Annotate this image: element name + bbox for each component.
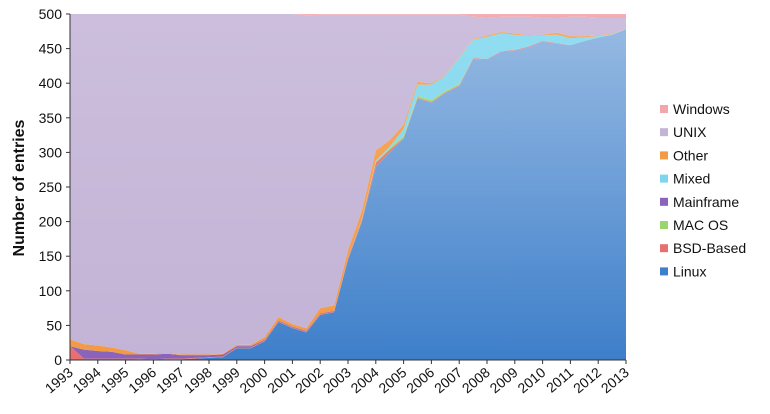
legend-item-mixed: Mixed xyxy=(660,171,710,187)
legend-swatch xyxy=(660,244,668,253)
legend-label: Other xyxy=(673,147,708,163)
area-unix xyxy=(70,14,626,355)
legend-swatch xyxy=(660,151,668,160)
y-tick-labels: 0 50 100 150 200 250 300 350 400 450 500 xyxy=(39,6,63,368)
x-tick-label: 2005 xyxy=(375,364,409,396)
legend-swatch xyxy=(660,221,668,229)
x-tick-label: 2013 xyxy=(598,364,632,396)
legend-label: Windows xyxy=(673,101,730,117)
x-tick-label: 2004 xyxy=(348,364,382,396)
legend-swatch xyxy=(660,105,668,113)
legend-item-linux: Linux xyxy=(660,263,706,279)
x-tick-label: 1998 xyxy=(181,364,215,396)
y-tick-label: 50 xyxy=(46,317,62,333)
x-tick-label: 1994 xyxy=(70,364,104,396)
x-tick-label: 1996 xyxy=(125,364,159,396)
x-tick-label: 1993 xyxy=(42,364,76,396)
legend-swatch xyxy=(660,128,668,137)
legend: Windows UNIX Other Mixed Mainframe MAC OS BSD-… xyxy=(660,101,746,279)
legend-label: Linux xyxy=(673,263,706,279)
x-tick-label: 1995 xyxy=(97,364,131,396)
x-tick-label: 2007 xyxy=(431,364,465,396)
legend-swatch xyxy=(660,174,668,183)
y-tick-label: 350 xyxy=(39,110,63,126)
legend-item-mainframe: Mainframe xyxy=(660,194,739,210)
y-tick-label: 300 xyxy=(39,144,63,160)
axes-layer xyxy=(66,13,627,364)
legend-label: MAC OS xyxy=(673,217,728,233)
y-axis-title: Number of entries xyxy=(11,119,28,256)
x-tick-labels: 1993199419951996199719981999200020012002… xyxy=(42,364,632,396)
x-tick-label: 2002 xyxy=(292,364,326,396)
legend-label: Mixed xyxy=(673,171,710,187)
x-tick-label: 2012 xyxy=(570,364,604,396)
legend-item-windows: Windows xyxy=(660,101,730,117)
y-tick-label: 150 xyxy=(39,248,63,264)
y-tick-label: 450 xyxy=(39,41,63,57)
legend-swatch xyxy=(660,267,668,276)
y-tick-label: 0 xyxy=(54,352,62,368)
x-tick-label: 2009 xyxy=(487,364,521,396)
x-tick-label: 1999 xyxy=(209,364,243,396)
area-windows xyxy=(70,14,626,19)
x-tick-label: 2003 xyxy=(320,364,354,396)
x-tick-label: 1997 xyxy=(153,364,187,396)
area-linux xyxy=(70,29,626,361)
legend-label: UNIX xyxy=(673,124,707,140)
legend-item-other: Other xyxy=(660,147,708,163)
legend-label: Mainframe xyxy=(673,194,739,210)
x-tick-label: 2001 xyxy=(264,364,298,396)
x-tick-label: 2010 xyxy=(514,364,548,396)
x-tick-label: 2000 xyxy=(236,364,270,396)
legend-item-unix: UNIX xyxy=(660,124,707,140)
legend-item-mac-os: MAC OS xyxy=(660,217,728,233)
areas-layer xyxy=(70,14,626,361)
x-tick-label: 2011 xyxy=(543,364,577,396)
y-tick-label: 100 xyxy=(39,283,63,299)
y-tick-label: 200 xyxy=(39,214,63,230)
legend-item-bsd-based: BSD-Based xyxy=(660,240,746,256)
legend-swatch xyxy=(660,197,668,206)
legend-label: BSD-Based xyxy=(673,240,746,256)
x-tick-label: 2006 xyxy=(403,364,437,396)
x-tick-label: 2008 xyxy=(459,364,493,396)
y-tick-label: 400 xyxy=(39,75,63,91)
y-tick-label: 250 xyxy=(39,179,63,195)
y-tick-label: 500 xyxy=(39,6,63,22)
